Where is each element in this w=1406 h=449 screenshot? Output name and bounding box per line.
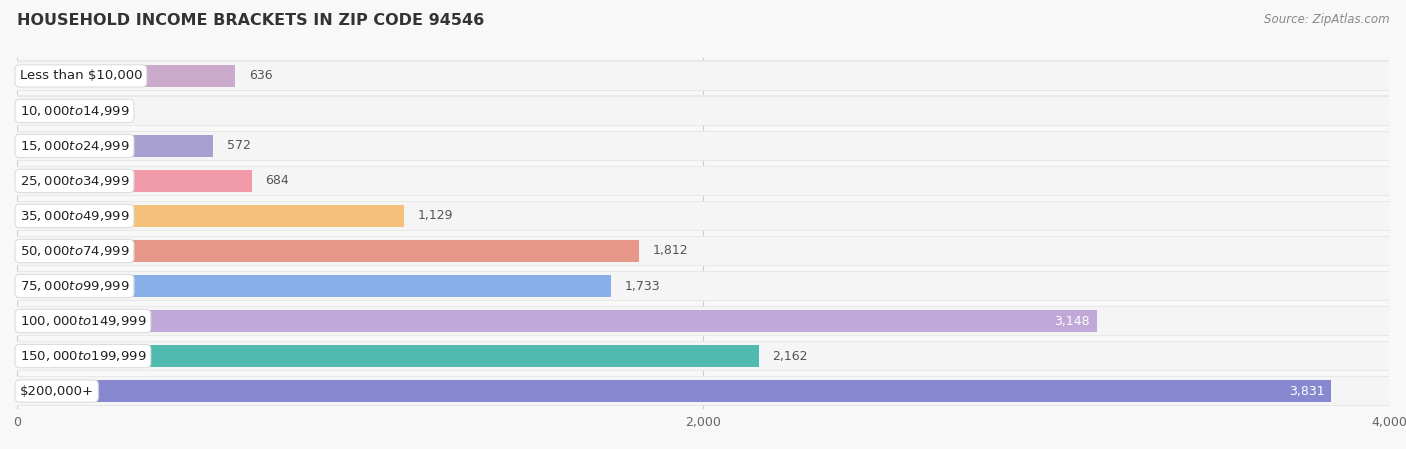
Bar [17,201,1389,231]
Text: 2,162: 2,162 [772,350,808,362]
Bar [17,237,1389,265]
Text: $10,000 to $14,999: $10,000 to $14,999 [20,104,129,118]
Bar [17,100,77,122]
Text: $50,000 to $74,999: $50,000 to $74,999 [20,244,129,258]
Text: Source: ZipAtlas.com: Source: ZipAtlas.com [1264,13,1389,26]
Text: Less than $10,000: Less than $10,000 [20,70,142,82]
Bar [17,380,1331,402]
Bar [17,376,1389,406]
Text: 636: 636 [249,70,273,82]
Text: $35,000 to $49,999: $35,000 to $49,999 [20,209,129,223]
Text: $75,000 to $99,999: $75,000 to $99,999 [20,279,129,293]
Text: 3,148: 3,148 [1054,315,1090,327]
Bar [17,96,1389,126]
Text: 1,733: 1,733 [626,280,661,292]
Bar [17,240,638,262]
Bar [17,310,1097,332]
Text: $150,000 to $199,999: $150,000 to $199,999 [20,349,146,363]
Bar [17,65,235,87]
Text: $200,000+: $200,000+ [20,385,94,397]
Text: $15,000 to $24,999: $15,000 to $24,999 [20,139,129,153]
Bar [17,205,404,227]
Bar [17,275,612,297]
Bar [17,345,759,367]
Bar [17,131,1389,161]
Text: 175: 175 [90,105,114,117]
Text: $100,000 to $149,999: $100,000 to $149,999 [20,314,146,328]
Bar [17,306,1389,336]
Bar [17,97,1389,125]
Text: 1,812: 1,812 [652,245,688,257]
Text: 3,831: 3,831 [1289,385,1324,397]
Text: 1,129: 1,129 [418,210,453,222]
Bar [17,341,1389,371]
Bar [17,167,1389,195]
Bar [17,307,1389,335]
Text: $25,000 to $34,999: $25,000 to $34,999 [20,174,129,188]
Text: 684: 684 [266,175,290,187]
Bar [17,342,1389,370]
Bar [17,170,252,192]
Text: 572: 572 [226,140,250,152]
Bar [17,236,1389,266]
Bar [17,202,1389,230]
Bar [17,272,1389,300]
Bar [17,377,1389,405]
Bar [17,132,1389,160]
Bar [17,62,1389,90]
Text: HOUSEHOLD INCOME BRACKETS IN ZIP CODE 94546: HOUSEHOLD INCOME BRACKETS IN ZIP CODE 94… [17,13,484,28]
Bar [17,271,1389,301]
Bar [17,61,1389,91]
Bar [17,166,1389,196]
Bar [17,135,214,157]
